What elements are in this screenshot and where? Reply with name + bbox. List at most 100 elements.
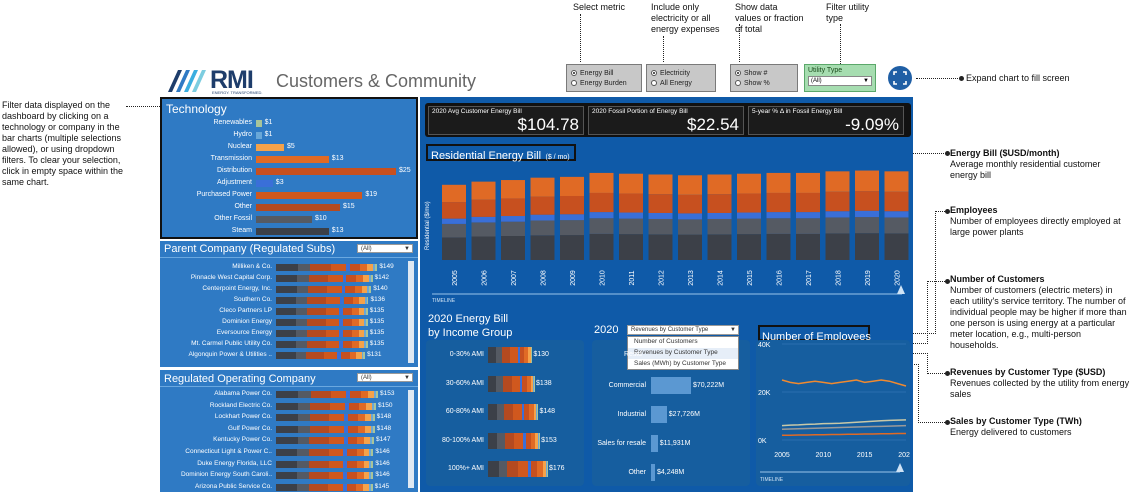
company-bar-segment[interactable] — [309, 449, 329, 456]
company-bar-segment[interactable] — [298, 391, 311, 398]
residential-bar-segment[interactable] — [737, 173, 761, 194]
residential-bar-segment[interactable] — [766, 192, 791, 213]
company-bar-segment[interactable] — [343, 308, 353, 315]
income-bar-segment[interactable] — [517, 347, 520, 363]
residential-bar-segment[interactable] — [766, 233, 791, 260]
energy-option-electricity[interactable]: Electricity — [647, 68, 715, 78]
company-bar-segment[interactable] — [368, 483, 371, 491]
company-bar-segment[interactable] — [306, 352, 325, 359]
residential-bar-segment[interactable] — [648, 234, 673, 260]
income-bar-segment[interactable] — [534, 375, 536, 392]
technology-bar[interactable] — [256, 132, 262, 139]
income-bar-segment[interactable] — [519, 347, 525, 363]
company-bar-segment[interactable] — [339, 308, 343, 315]
company-bar-segment[interactable] — [364, 341, 366, 348]
company-bar-segment[interactable] — [276, 472, 298, 480]
company-bar-segment[interactable] — [372, 425, 375, 433]
company-bar-segment[interactable] — [350, 391, 361, 398]
company-bar-segment[interactable] — [276, 352, 296, 359]
menu-item-revenues[interactable]: Revenues by Customer Type — [628, 348, 738, 359]
income-bar-segment[interactable] — [538, 432, 540, 449]
residential-bar-segment[interactable] — [589, 192, 614, 213]
company-bar-segment[interactable] — [276, 330, 297, 337]
company-bar-segment[interactable] — [310, 264, 331, 271]
company-bar-segment[interactable] — [297, 425, 310, 433]
income-bar-segment[interactable] — [511, 375, 520, 392]
company-bar-segment[interactable] — [328, 437, 344, 445]
income-bar-segment[interactable] — [497, 404, 505, 420]
company-bar-segment[interactable] — [276, 275, 298, 282]
income-bar-segment[interactable] — [530, 347, 532, 363]
residential-bar-segment[interactable] — [825, 217, 850, 234]
company-bar-segment[interactable] — [308, 275, 329, 282]
income-bar-segment[interactable] — [514, 432, 523, 449]
residential-bar-segment[interactable] — [619, 193, 643, 213]
company-bar-segment[interactable] — [358, 308, 365, 315]
company-bar-segment[interactable] — [343, 437, 348, 445]
company-bar-segment[interactable] — [364, 437, 371, 445]
timeline-handle-icon[interactable] — [896, 463, 904, 472]
company-bar-segment[interactable] — [296, 330, 308, 337]
company-bar-segment[interactable] — [330, 402, 345, 410]
residential-bar-segment[interactable] — [589, 172, 614, 193]
company-bar-segment[interactable] — [371, 460, 374, 468]
company-bar-segment[interactable] — [341, 286, 346, 293]
company-bar-segment[interactable] — [352, 330, 359, 337]
residential-bar-segment[interactable] — [648, 194, 673, 213]
income-bar-segment[interactable] — [545, 461, 547, 477]
company-bar-segment[interactable] — [360, 264, 368, 271]
company-bar-segment[interactable] — [343, 341, 353, 348]
company-bar-segment[interactable] — [347, 472, 357, 480]
residential-bar-segment[interactable] — [619, 234, 643, 260]
company-bar-segment[interactable] — [370, 425, 373, 433]
company-bar-segment[interactable] — [339, 319, 343, 326]
residential-bar-segment[interactable] — [825, 233, 850, 260]
utility-type-dropdown[interactable]: (All) ▼ — [808, 76, 872, 86]
company-bar-segment[interactable] — [352, 341, 359, 348]
company-bar-segment[interactable] — [372, 402, 374, 410]
residential-bar-segment[interactable] — [442, 237, 466, 260]
company-bar-segment[interactable] — [358, 341, 365, 348]
technology-panel[interactable]: Technology Renewables $1 Hydro $1 Nuclear $5 T… — [160, 97, 418, 239]
company-bar-segment[interactable] — [297, 414, 310, 422]
company-bar-segment[interactable] — [363, 449, 370, 456]
company-bar-segment[interactable] — [276, 414, 298, 422]
customer-type-bar[interactable] — [651, 435, 658, 452]
income-bar-segment[interactable] — [537, 404, 539, 420]
metric-option-energy-bill[interactable]: Energy Bill — [567, 68, 641, 78]
income-bar-segment[interactable] — [528, 461, 532, 477]
company-bar-segment[interactable] — [328, 460, 344, 468]
company-bar-segment[interactable] — [359, 297, 365, 304]
income-bar-segment[interactable] — [504, 432, 515, 449]
company-bar-segment[interactable] — [309, 460, 329, 468]
company-bar-segment[interactable] — [297, 483, 309, 491]
company-bar-segment[interactable] — [307, 330, 326, 337]
income-bar-segment[interactable] — [530, 432, 536, 449]
income-bar-segment[interactable] — [536, 404, 538, 420]
company-bar-segment[interactable] — [343, 472, 348, 480]
income-bar-segment[interactable] — [533, 404, 537, 420]
residential-bar-segment[interactable] — [530, 214, 555, 221]
energy-option-all[interactable]: All Energy — [647, 78, 715, 88]
residential-bar-segment[interactable] — [737, 193, 761, 213]
company-bar-segment[interactable] — [372, 437, 374, 445]
company-bar-segment[interactable] — [276, 449, 298, 456]
company-bar-segment[interactable] — [369, 460, 372, 468]
company-bar-segment[interactable] — [296, 341, 308, 348]
company-bar-segment[interactable] — [356, 483, 363, 491]
company-bar-segment[interactable] — [363, 483, 369, 491]
radio-icon[interactable] — [651, 70, 657, 76]
company-bar-segment[interactable] — [366, 297, 369, 304]
operating-company-panel[interactable]: Regulated Operating Company (All) ▼ Alab… — [160, 370, 418, 492]
income-bar-segment[interactable] — [533, 375, 535, 392]
technology-bar[interactable] — [256, 144, 284, 151]
customer-type-bar[interactable] — [651, 406, 667, 423]
residential-bar-segment[interactable] — [471, 181, 496, 200]
residential-bar-segment[interactable] — [825, 171, 850, 192]
company-bar-segment[interactable] — [310, 391, 332, 398]
residential-bar-segment[interactable] — [825, 211, 850, 218]
company-bar-segment[interactable] — [295, 352, 307, 359]
company-bar-segment[interactable] — [327, 286, 342, 293]
company-bar-segment[interactable] — [348, 414, 358, 422]
income-bar-segment[interactable] — [488, 432, 498, 449]
